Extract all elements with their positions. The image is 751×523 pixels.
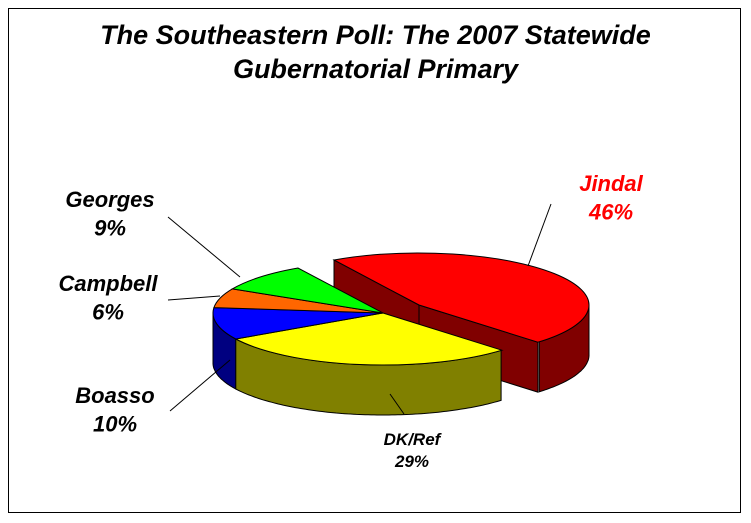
- leader-dk-ref: [389, 393, 405, 415]
- leader-boasso: [169, 359, 231, 412]
- slice-jindal: [332, 252, 590, 343]
- label-value-campbell: 6%: [92, 300, 124, 325]
- slice-georges: [230, 267, 384, 314]
- slice-labels: Jindal 46% DK/Ref 29% Boasso 10% Campbell 6% Geo…: [58, 171, 643, 471]
- label-value-georges: 9%: [94, 216, 126, 241]
- chart-title-line2: Gubernatorial Primary: [232, 54, 519, 84]
- label-name-campbell: Campbell: [58, 271, 158, 296]
- label-name-boasso: Boasso: [75, 383, 154, 408]
- label-value-jindal: 46%: [588, 200, 633, 225]
- label-name-jindal: Jindal: [579, 171, 643, 196]
- label-value-dk-ref: 29%: [394, 452, 429, 471]
- label-value-boasso: 10%: [93, 412, 137, 437]
- leader-jindal: [527, 203, 552, 267]
- chart-title-line1: The Southeastern Poll: The 2007 Statewid…: [100, 20, 651, 50]
- slice-boasso: [212, 307, 384, 340]
- slice-dk-ref: [234, 312, 504, 366]
- leader-campbell: [167, 295, 221, 301]
- chart-title: The Southeastern Poll: The 2007 Statewid…: [20, 18, 731, 86]
- leader-georges: [167, 216, 241, 278]
- label-name-dk-ref: DK/Ref: [384, 430, 443, 449]
- label-name-georges: Georges: [65, 187, 154, 212]
- label-leaders: [167, 203, 552, 415]
- pie-tops: [212, 252, 590, 366]
